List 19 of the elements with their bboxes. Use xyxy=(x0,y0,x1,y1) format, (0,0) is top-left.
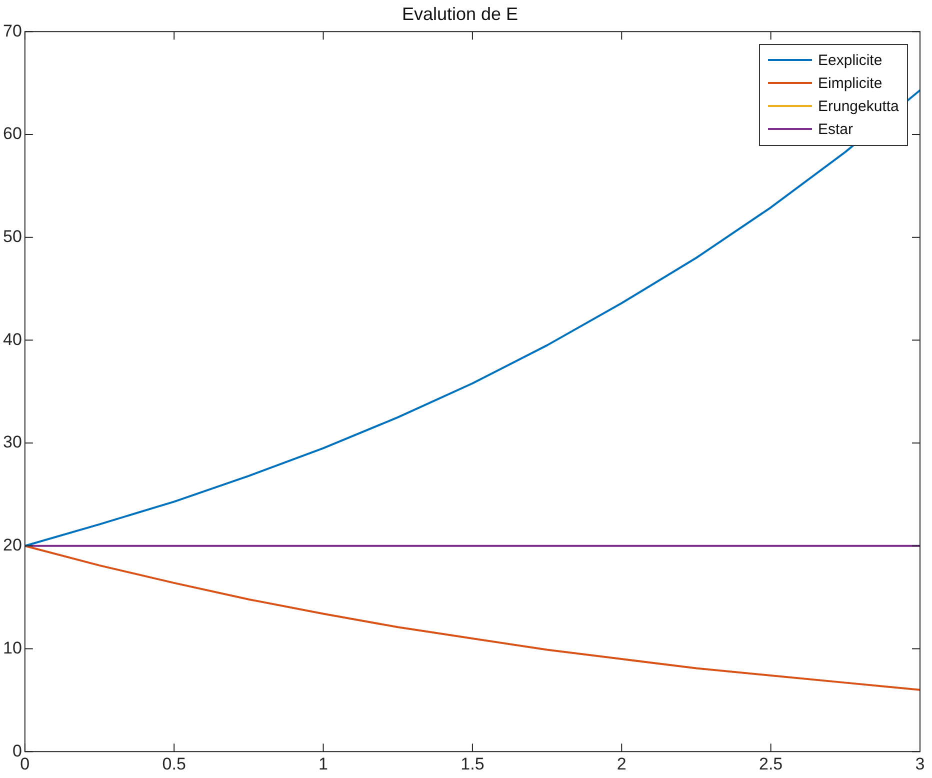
y-tick-label: 10 xyxy=(2,638,22,658)
legend-label: Eexplicite xyxy=(818,52,882,69)
y-tick-label: 20 xyxy=(2,536,22,555)
x-tick-label: 2.5 xyxy=(759,754,783,774)
x-tick-label: 1.5 xyxy=(460,754,484,774)
x-tick-label: 1 xyxy=(318,754,328,774)
legend-label: Eimplicite xyxy=(818,74,882,92)
legend-label: Erungekutta xyxy=(818,98,899,115)
y-tick-label: 40 xyxy=(2,330,22,349)
y-tick-label: 30 xyxy=(2,432,22,452)
x-tick-label: 0.5 xyxy=(162,754,186,774)
x-tick-label: 2 xyxy=(616,754,626,774)
x-tick-label: 3 xyxy=(915,754,925,774)
chart-title: Evalution de E xyxy=(402,4,518,24)
legend-label: Estar xyxy=(818,120,854,138)
y-tick-label: 60 xyxy=(2,124,22,144)
y-tick-label: 50 xyxy=(2,227,22,246)
y-tick-label: 0 xyxy=(12,741,22,760)
y-tick-label: 70 xyxy=(2,21,22,40)
